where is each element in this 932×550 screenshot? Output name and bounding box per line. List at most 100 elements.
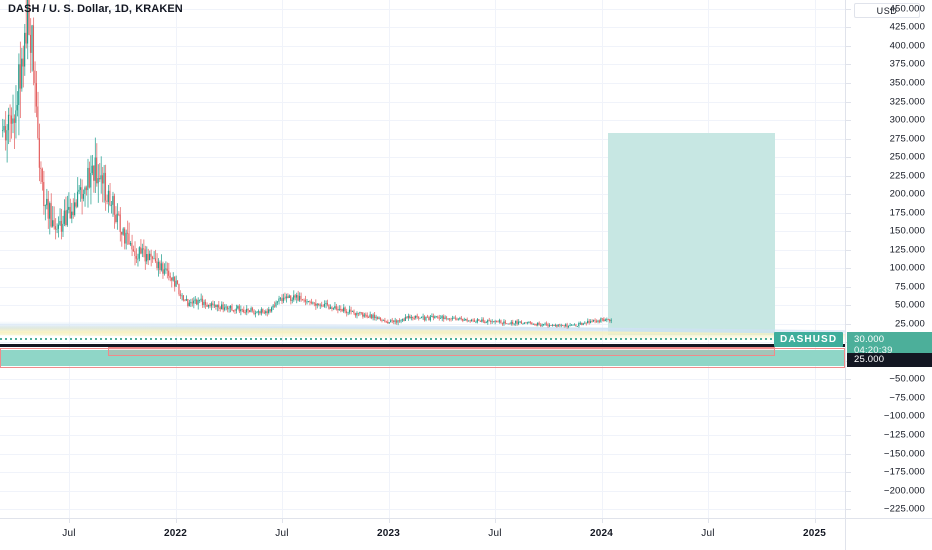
marker-price-badge[interactable]: 25.000 xyxy=(847,353,932,367)
time-tick-mark xyxy=(495,519,496,523)
time-tick-mark xyxy=(282,519,283,523)
price-tick-label: 225.000 xyxy=(889,170,925,182)
gridline-horizontal xyxy=(0,416,845,417)
price-tick-mark xyxy=(846,268,851,269)
price-tick-mark xyxy=(846,287,851,288)
price-tick-label: 100.000 xyxy=(889,262,925,274)
candlestick-series xyxy=(2,0,612,329)
page-title: DASH / U. S. Dollar, 1D, KRAKEN xyxy=(8,3,183,15)
price-tick-label: 125.000 xyxy=(889,244,925,256)
price-tick-label: 275.000 xyxy=(889,133,925,145)
price-tick-label: 450.000 xyxy=(889,3,925,15)
price-tick-mark xyxy=(846,139,851,140)
price-tick-label: 400.000 xyxy=(889,40,925,52)
gridline-horizontal xyxy=(0,509,845,510)
axis-corner[interactable] xyxy=(845,518,932,550)
gridline-horizontal xyxy=(0,176,845,177)
price-tick-label: −75.000 xyxy=(889,392,925,404)
time-tick-label: Jul xyxy=(488,528,502,539)
support-band[interactable] xyxy=(0,350,845,366)
gridline-horizontal xyxy=(0,342,845,343)
price-tick-label: −200.000 xyxy=(883,485,925,497)
price-tick-label: −175.000 xyxy=(883,466,925,478)
gridline-horizontal xyxy=(0,157,845,158)
price-tick-label: −100.000 xyxy=(883,410,925,422)
gridline-horizontal xyxy=(0,250,845,251)
price-tick-label: 150.000 xyxy=(889,225,925,237)
time-tick-mark xyxy=(389,519,390,523)
price-tick-mark xyxy=(846,27,851,28)
gridline-vertical xyxy=(495,0,496,518)
price-tick-mark xyxy=(846,472,851,473)
price-tick-mark xyxy=(846,46,851,47)
current-price-line[interactable] xyxy=(0,338,845,340)
symbol-badge[interactable]: DASHUSD xyxy=(774,332,844,347)
live-price-value: 30.000 xyxy=(854,334,885,345)
gridline-horizontal xyxy=(0,46,845,47)
price-tick-mark xyxy=(846,157,851,158)
gridline-horizontal xyxy=(0,268,845,269)
gridline-horizontal xyxy=(0,231,845,232)
price-tick-mark xyxy=(846,509,851,510)
gridline-horizontal xyxy=(0,9,845,10)
gridline-vertical xyxy=(69,0,70,518)
baseline-level-line[interactable] xyxy=(0,344,845,347)
price-tick-label: 250.000 xyxy=(889,151,925,163)
time-tick-label: 2024 xyxy=(589,528,614,539)
gridline-horizontal xyxy=(0,27,845,28)
gridline-horizontal xyxy=(0,83,845,84)
time-tick-label: 2022 xyxy=(163,528,188,539)
marker-price-value: 25.000 xyxy=(854,354,885,365)
price-tick-label: −50.000 xyxy=(889,373,925,385)
time-tick-mark xyxy=(176,519,177,523)
gridline-horizontal xyxy=(0,139,845,140)
support-band-outline xyxy=(0,348,845,368)
gridline-horizontal xyxy=(0,398,845,399)
gridline-vertical xyxy=(815,0,816,518)
time-tick-label: Jul xyxy=(62,528,76,539)
gridline-horizontal xyxy=(0,491,845,492)
price-tick-label: 425.000 xyxy=(889,21,925,33)
price-tick-label: 300.000 xyxy=(889,114,925,126)
price-tick-mark xyxy=(846,102,851,103)
time-tick-mark xyxy=(708,519,709,523)
chart-pane[interactable]: DASHUSD DASH / U. S. Dollar, 1D, KRAKEN xyxy=(0,0,845,518)
time-tick-mark xyxy=(815,519,816,523)
gridline-horizontal xyxy=(0,120,845,121)
gridline-horizontal xyxy=(0,194,845,195)
gridline-horizontal xyxy=(0,305,845,306)
time-axis[interactable]: Jul 2022 Jul 2023 Jul 2024 Jul 2025 xyxy=(0,518,845,550)
gridline-horizontal xyxy=(0,287,845,288)
gridline-horizontal xyxy=(0,435,845,436)
price-tick-mark xyxy=(846,194,851,195)
time-tick-label: Jul xyxy=(275,528,289,539)
price-tick-label: 325.000 xyxy=(889,96,925,108)
price-tick-label: 350.000 xyxy=(889,77,925,89)
time-tick-mark xyxy=(69,519,70,523)
price-tick-label: −150.000 xyxy=(883,448,925,460)
gridline-horizontal xyxy=(0,102,845,103)
price-tick-mark xyxy=(846,398,851,399)
time-tick-mark xyxy=(602,519,603,523)
measure-rect[interactable] xyxy=(108,347,775,356)
price-tick-mark xyxy=(846,305,851,306)
price-tick-label: 375.000 xyxy=(889,58,925,70)
gridline-horizontal xyxy=(0,379,845,380)
price-axis[interactable]: USD 450.000 425.000 400.000 375.000 350.000 3… xyxy=(845,0,932,518)
price-tick-label: −125.000 xyxy=(883,429,925,441)
currency-selector[interactable]: USD xyxy=(854,3,920,18)
price-tick-mark xyxy=(846,231,851,232)
price-tick-mark xyxy=(846,250,851,251)
gridline-horizontal xyxy=(0,472,845,473)
price-tick-mark xyxy=(846,491,851,492)
gridline-vertical xyxy=(389,0,390,518)
price-tick-mark xyxy=(846,176,851,177)
price-tick-mark xyxy=(846,83,851,84)
price-tick-mark xyxy=(846,120,851,121)
time-tick-label: Jul xyxy=(701,528,715,539)
gridline-vertical xyxy=(282,0,283,518)
projection-zone-rect[interactable] xyxy=(608,133,775,335)
gridline-vertical xyxy=(176,0,177,518)
price-tick-label: 175.000 xyxy=(889,207,925,219)
